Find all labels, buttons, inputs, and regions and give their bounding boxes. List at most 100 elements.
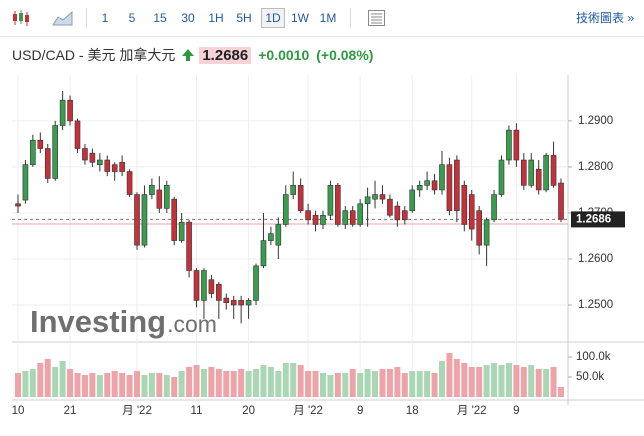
- separator: [350, 8, 351, 28]
- candle-body: [186, 221, 192, 271]
- candle-body: [89, 152, 96, 163]
- interval-button[interactable]: 5: [128, 11, 136, 25]
- volume-bar: [215, 369, 222, 397]
- toolbar: 技術圖表 » 1 5 15 30 1H 5H 1D 1W 1M: [0, 0, 644, 37]
- last-price-box: [571, 211, 625, 228]
- volume-bar: [223, 371, 230, 397]
- interval-button[interactable]: 5H: [236, 11, 252, 25]
- volume-bar: [357, 373, 364, 397]
- candle-body: [201, 270, 207, 301]
- volume-bar: [491, 363, 498, 397]
- candle-body: [468, 194, 475, 230]
- volume-bar: [401, 373, 408, 397]
- volume-bar: [186, 367, 193, 397]
- volume-bar: [319, 373, 326, 397]
- volume-bar: [96, 375, 103, 397]
- volume-bar: [171, 377, 178, 397]
- interval-button[interactable]: 1W: [291, 11, 309, 25]
- interval-button[interactable]: 30: [181, 11, 195, 25]
- volume-bar: [156, 373, 163, 397]
- candle-body: [245, 300, 252, 306]
- settings-icon[interactable]: [367, 9, 387, 27]
- candle-body: [178, 221, 185, 241]
- candle-body: [327, 185, 334, 216]
- interval-button[interactable]: 1D: [261, 8, 285, 28]
- change: +0.0010: [258, 47, 310, 63]
- volume-bar: [438, 361, 445, 397]
- y-tick-label: 1.2500: [578, 299, 613, 311]
- candle-body: [364, 196, 371, 205]
- candle-body: [111, 164, 118, 172]
- interval-button[interactable]: 1: [101, 11, 109, 25]
- candle-body: [543, 155, 549, 191]
- watermark: Investing: [30, 304, 166, 339]
- candle-body: [431, 180, 438, 191]
- volume-bar: [275, 371, 282, 397]
- candle-body: [491, 194, 497, 221]
- volume-bar: [394, 367, 401, 397]
- volume-bar: [558, 387, 564, 397]
- volume-bar: [528, 365, 535, 397]
- volume-bar: [483, 365, 490, 397]
- candle-body: [156, 189, 163, 209]
- volume-bar: [498, 365, 505, 397]
- separator: [86, 8, 87, 28]
- candle-body: [134, 194, 140, 246]
- volume-bar: [520, 367, 527, 397]
- candle-body: [416, 185, 423, 191]
- x-tick-label: 9: [513, 405, 519, 417]
- candle-body: [119, 162, 125, 172]
- interval-button[interactable]: 1H: [208, 11, 224, 25]
- candle-body: [74, 120, 81, 149]
- volume-bar: [245, 371, 252, 397]
- candle-body: [446, 164, 453, 211]
- candle-icon[interactable]: [10, 8, 32, 28]
- volume-bar: [468, 367, 475, 397]
- volume-bar: [67, 369, 74, 397]
- y-tick-label: 1.2900: [578, 115, 613, 127]
- x-tick-label: 10: [12, 405, 25, 417]
- symbol: USD/CAD - 美元 加拿大元: [12, 47, 176, 63]
- candle-body: [409, 189, 416, 211]
- volume-bar: [163, 375, 170, 397]
- area-icon[interactable]: [52, 9, 74, 27]
- volume-bar: [327, 375, 334, 397]
- volume-bar: [297, 365, 304, 397]
- candle-body: [521, 159, 527, 186]
- candle-body: [52, 125, 58, 179]
- volume-bar: [282, 363, 289, 397]
- volume-bar: [476, 367, 483, 397]
- technical-link[interactable]: 技術圖表 »: [575, 11, 634, 25]
- candle-body: [349, 210, 356, 225]
- candle-body: [483, 219, 490, 246]
- x-tick-label: 月 '22: [122, 405, 152, 417]
- candle-body: [476, 210, 482, 246]
- candle-body: [260, 240, 267, 267]
- volume-bar: [513, 365, 520, 397]
- quote-header: USD/CAD - 美元 加拿大元 1.2686 +0.0010 (+0.08%…: [12, 44, 373, 66]
- candle-body: [282, 194, 289, 225]
- candle-body: [238, 300, 244, 306]
- volume-bar: [453, 359, 460, 397]
- candle-body: [461, 185, 468, 225]
- volume-bar: [550, 367, 557, 397]
- x-tick-label: 11: [191, 405, 203, 417]
- change-pct: (+0.08%): [316, 47, 374, 63]
- candle-body: [290, 185, 297, 195]
- x-tick-label: 18: [406, 405, 419, 417]
- volume-bar: [290, 363, 297, 397]
- watermark: .com: [167, 311, 217, 337]
- volume-bar: [253, 369, 260, 397]
- interval-button[interactable]: 15: [153, 11, 167, 25]
- candle-body: [312, 214, 319, 225]
- candle-body: [558, 182, 564, 220]
- volume-bar: [535, 369, 542, 397]
- volume-bar: [104, 373, 111, 397]
- candle-body: [149, 185, 155, 195]
- volume-bar: [364, 369, 371, 397]
- volume-bar: [342, 373, 349, 397]
- volume-bar: [230, 371, 237, 397]
- candle-body: [387, 198, 393, 216]
- interval-button[interactable]: 1M: [319, 11, 337, 25]
